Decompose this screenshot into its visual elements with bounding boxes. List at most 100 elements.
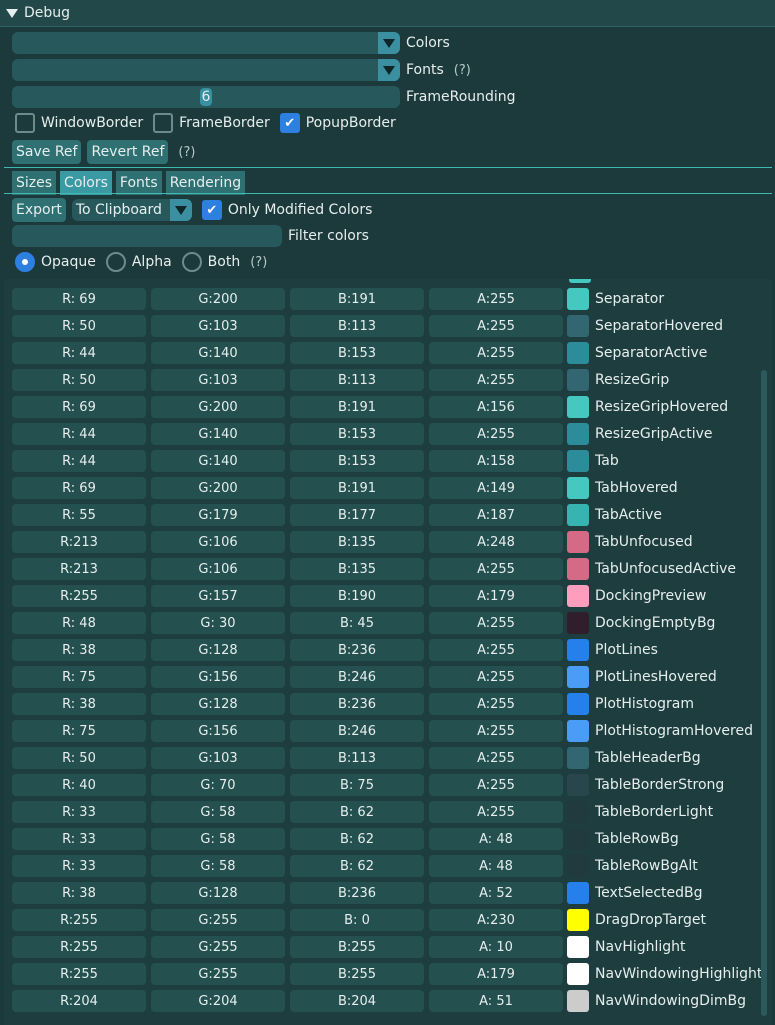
- channel-g-drag[interactable]: G:156: [151, 720, 285, 742]
- channel-a-drag[interactable]: A: 51: [429, 990, 563, 1012]
- color-swatch[interactable]: [567, 936, 589, 958]
- channel-b-drag[interactable]: B:255: [290, 963, 424, 985]
- color-swatch[interactable]: [567, 369, 589, 391]
- color-swatch[interactable]: [567, 909, 589, 931]
- channel-b-drag[interactable]: B:236: [290, 882, 424, 904]
- radio-icon[interactable]: [181, 252, 202, 272]
- channel-g-drag[interactable]: G:103: [151, 369, 285, 391]
- radio-icon[interactable]: [105, 252, 126, 272]
- tab-sizes[interactable]: Sizes: [12, 171, 57, 195]
- export-button[interactable]: Export: [12, 198, 66, 222]
- channel-r-drag[interactable]: R: 38: [12, 693, 146, 715]
- slider-grab[interactable]: [200, 88, 212, 106]
- channel-r-drag[interactable]: R:255: [12, 963, 146, 985]
- channel-g-drag[interactable]: G:179: [151, 504, 285, 526]
- channel-b-drag[interactable]: B:113: [290, 747, 424, 769]
- channel-r-drag[interactable]: R:213: [12, 531, 146, 553]
- channel-a-drag[interactable]: A:255: [429, 666, 563, 688]
- channel-r-drag[interactable]: R: 33: [12, 855, 146, 877]
- channel-b-drag[interactable]: B:177: [290, 504, 424, 526]
- channel-r-drag[interactable]: R: 40: [12, 774, 146, 796]
- channel-r-drag[interactable]: R: 38: [12, 882, 146, 904]
- frame-border-checkbox[interactable]: FrameBorder: [153, 113, 270, 133]
- channel-g-drag[interactable]: G: 70: [151, 774, 285, 796]
- channel-g-drag[interactable]: G:255: [151, 909, 285, 931]
- channel-g-drag[interactable]: G:128: [151, 639, 285, 661]
- color-swatch[interactable]: [567, 504, 589, 526]
- channel-r-drag[interactable]: R:255: [12, 585, 146, 607]
- collapse-arrow-icon[interactable]: [6, 8, 18, 18]
- color-swatch[interactable]: [567, 396, 589, 418]
- channel-g-drag[interactable]: G:128: [151, 693, 285, 715]
- channel-a-drag[interactable]: A:255: [429, 720, 563, 742]
- channel-b-drag[interactable]: B:135: [290, 558, 424, 580]
- channel-g-drag[interactable]: G:103: [151, 747, 285, 769]
- checkmark-icon[interactable]: ✔: [201, 200, 222, 220]
- tab-rendering[interactable]: Rendering: [165, 171, 246, 195]
- channel-a-drag[interactable]: A:255: [429, 774, 563, 796]
- channel-r-drag[interactable]: R: 38: [12, 639, 146, 661]
- channel-b-drag[interactable]: B:113: [290, 369, 424, 391]
- channel-a-drag[interactable]: A:156: [429, 396, 563, 418]
- channel-r-drag[interactable]: R:255: [12, 936, 146, 958]
- channel-r-drag[interactable]: R: 33: [12, 801, 146, 823]
- channel-g-drag[interactable]: G: 30: [151, 612, 285, 634]
- channel-a-drag[interactable]: A:255: [429, 423, 563, 445]
- tab-fonts[interactable]: Fonts: [115, 171, 162, 195]
- channel-b-drag[interactable]: B:191: [290, 396, 424, 418]
- channel-a-drag[interactable]: A:255: [429, 288, 563, 310]
- channel-g-drag[interactable]: G:255: [151, 963, 285, 985]
- channel-a-drag[interactable]: A:255: [429, 747, 563, 769]
- color-swatch[interactable]: [567, 774, 589, 796]
- radio-selected-icon[interactable]: [15, 252, 35, 272]
- color-swatch[interactable]: [567, 666, 589, 688]
- channel-b-drag[interactable]: B:135: [290, 531, 424, 553]
- color-swatch[interactable]: [567, 963, 589, 985]
- frame-rounding-slider[interactable]: 6: [12, 86, 400, 108]
- channel-r-drag[interactable]: R: 50: [12, 747, 146, 769]
- partial-color-swatch[interactable]: [569, 279, 591, 283]
- channel-a-drag[interactable]: A:255: [429, 369, 563, 391]
- channel-r-drag[interactable]: R: 50: [12, 369, 146, 391]
- color-swatch[interactable]: [567, 585, 589, 607]
- channel-b-drag[interactable]: B:191: [290, 477, 424, 499]
- alpha-radio[interactable]: Alpha: [105, 252, 172, 272]
- channel-r-drag[interactable]: R: 75: [12, 720, 146, 742]
- channel-a-drag[interactable]: A:255: [429, 342, 563, 364]
- opaque-radio[interactable]: Opaque: [15, 252, 96, 272]
- color-swatch[interactable]: [567, 450, 589, 472]
- checkbox-icon[interactable]: [153, 113, 174, 133]
- channel-r-drag[interactable]: R:255: [12, 909, 146, 931]
- channel-a-drag[interactable]: A:255: [429, 801, 563, 823]
- channel-a-drag[interactable]: A: 10: [429, 936, 563, 958]
- channel-b-drag[interactable]: B: 62: [290, 801, 424, 823]
- filter-colors-input[interactable]: [12, 225, 282, 247]
- window-border-checkbox[interactable]: WindowBorder: [15, 113, 143, 133]
- channel-b-drag[interactable]: B:236: [290, 693, 424, 715]
- channel-g-drag[interactable]: G:204: [151, 990, 285, 1012]
- channel-a-drag[interactable]: A:179: [429, 963, 563, 985]
- channel-r-drag[interactable]: R:204: [12, 990, 146, 1012]
- channel-g-drag[interactable]: G:106: [151, 558, 285, 580]
- channel-r-drag[interactable]: R: 44: [12, 423, 146, 445]
- channel-a-drag[interactable]: A:255: [429, 315, 563, 337]
- channel-a-drag[interactable]: A:255: [429, 639, 563, 661]
- window-title-bar[interactable]: Debug: [0, 0, 775, 27]
- color-swatch[interactable]: [567, 693, 589, 715]
- channel-b-drag[interactable]: B:191: [290, 288, 424, 310]
- channel-a-drag[interactable]: A: 52: [429, 882, 563, 904]
- popup-border-checkbox[interactable]: ✔ PopupBorder: [279, 113, 396, 133]
- color-swatch[interactable]: [567, 720, 589, 742]
- color-swatch[interactable]: [567, 882, 589, 904]
- channel-b-drag[interactable]: B: 62: [290, 828, 424, 850]
- channel-r-drag[interactable]: R: 44: [12, 450, 146, 472]
- channel-b-drag[interactable]: B: 45: [290, 612, 424, 634]
- ref-help-marker[interactable]: (?): [178, 144, 196, 160]
- color-swatch[interactable]: [567, 477, 589, 499]
- color-swatch[interactable]: [567, 531, 589, 553]
- channel-r-drag[interactable]: R:213: [12, 558, 146, 580]
- only-modified-checkbox[interactable]: ✔ Only Modified Colors: [201, 200, 372, 220]
- channel-b-drag[interactable]: B: 62: [290, 855, 424, 877]
- scrollbar[interactable]: [761, 370, 767, 1016]
- colors-combo[interactable]: [12, 32, 400, 54]
